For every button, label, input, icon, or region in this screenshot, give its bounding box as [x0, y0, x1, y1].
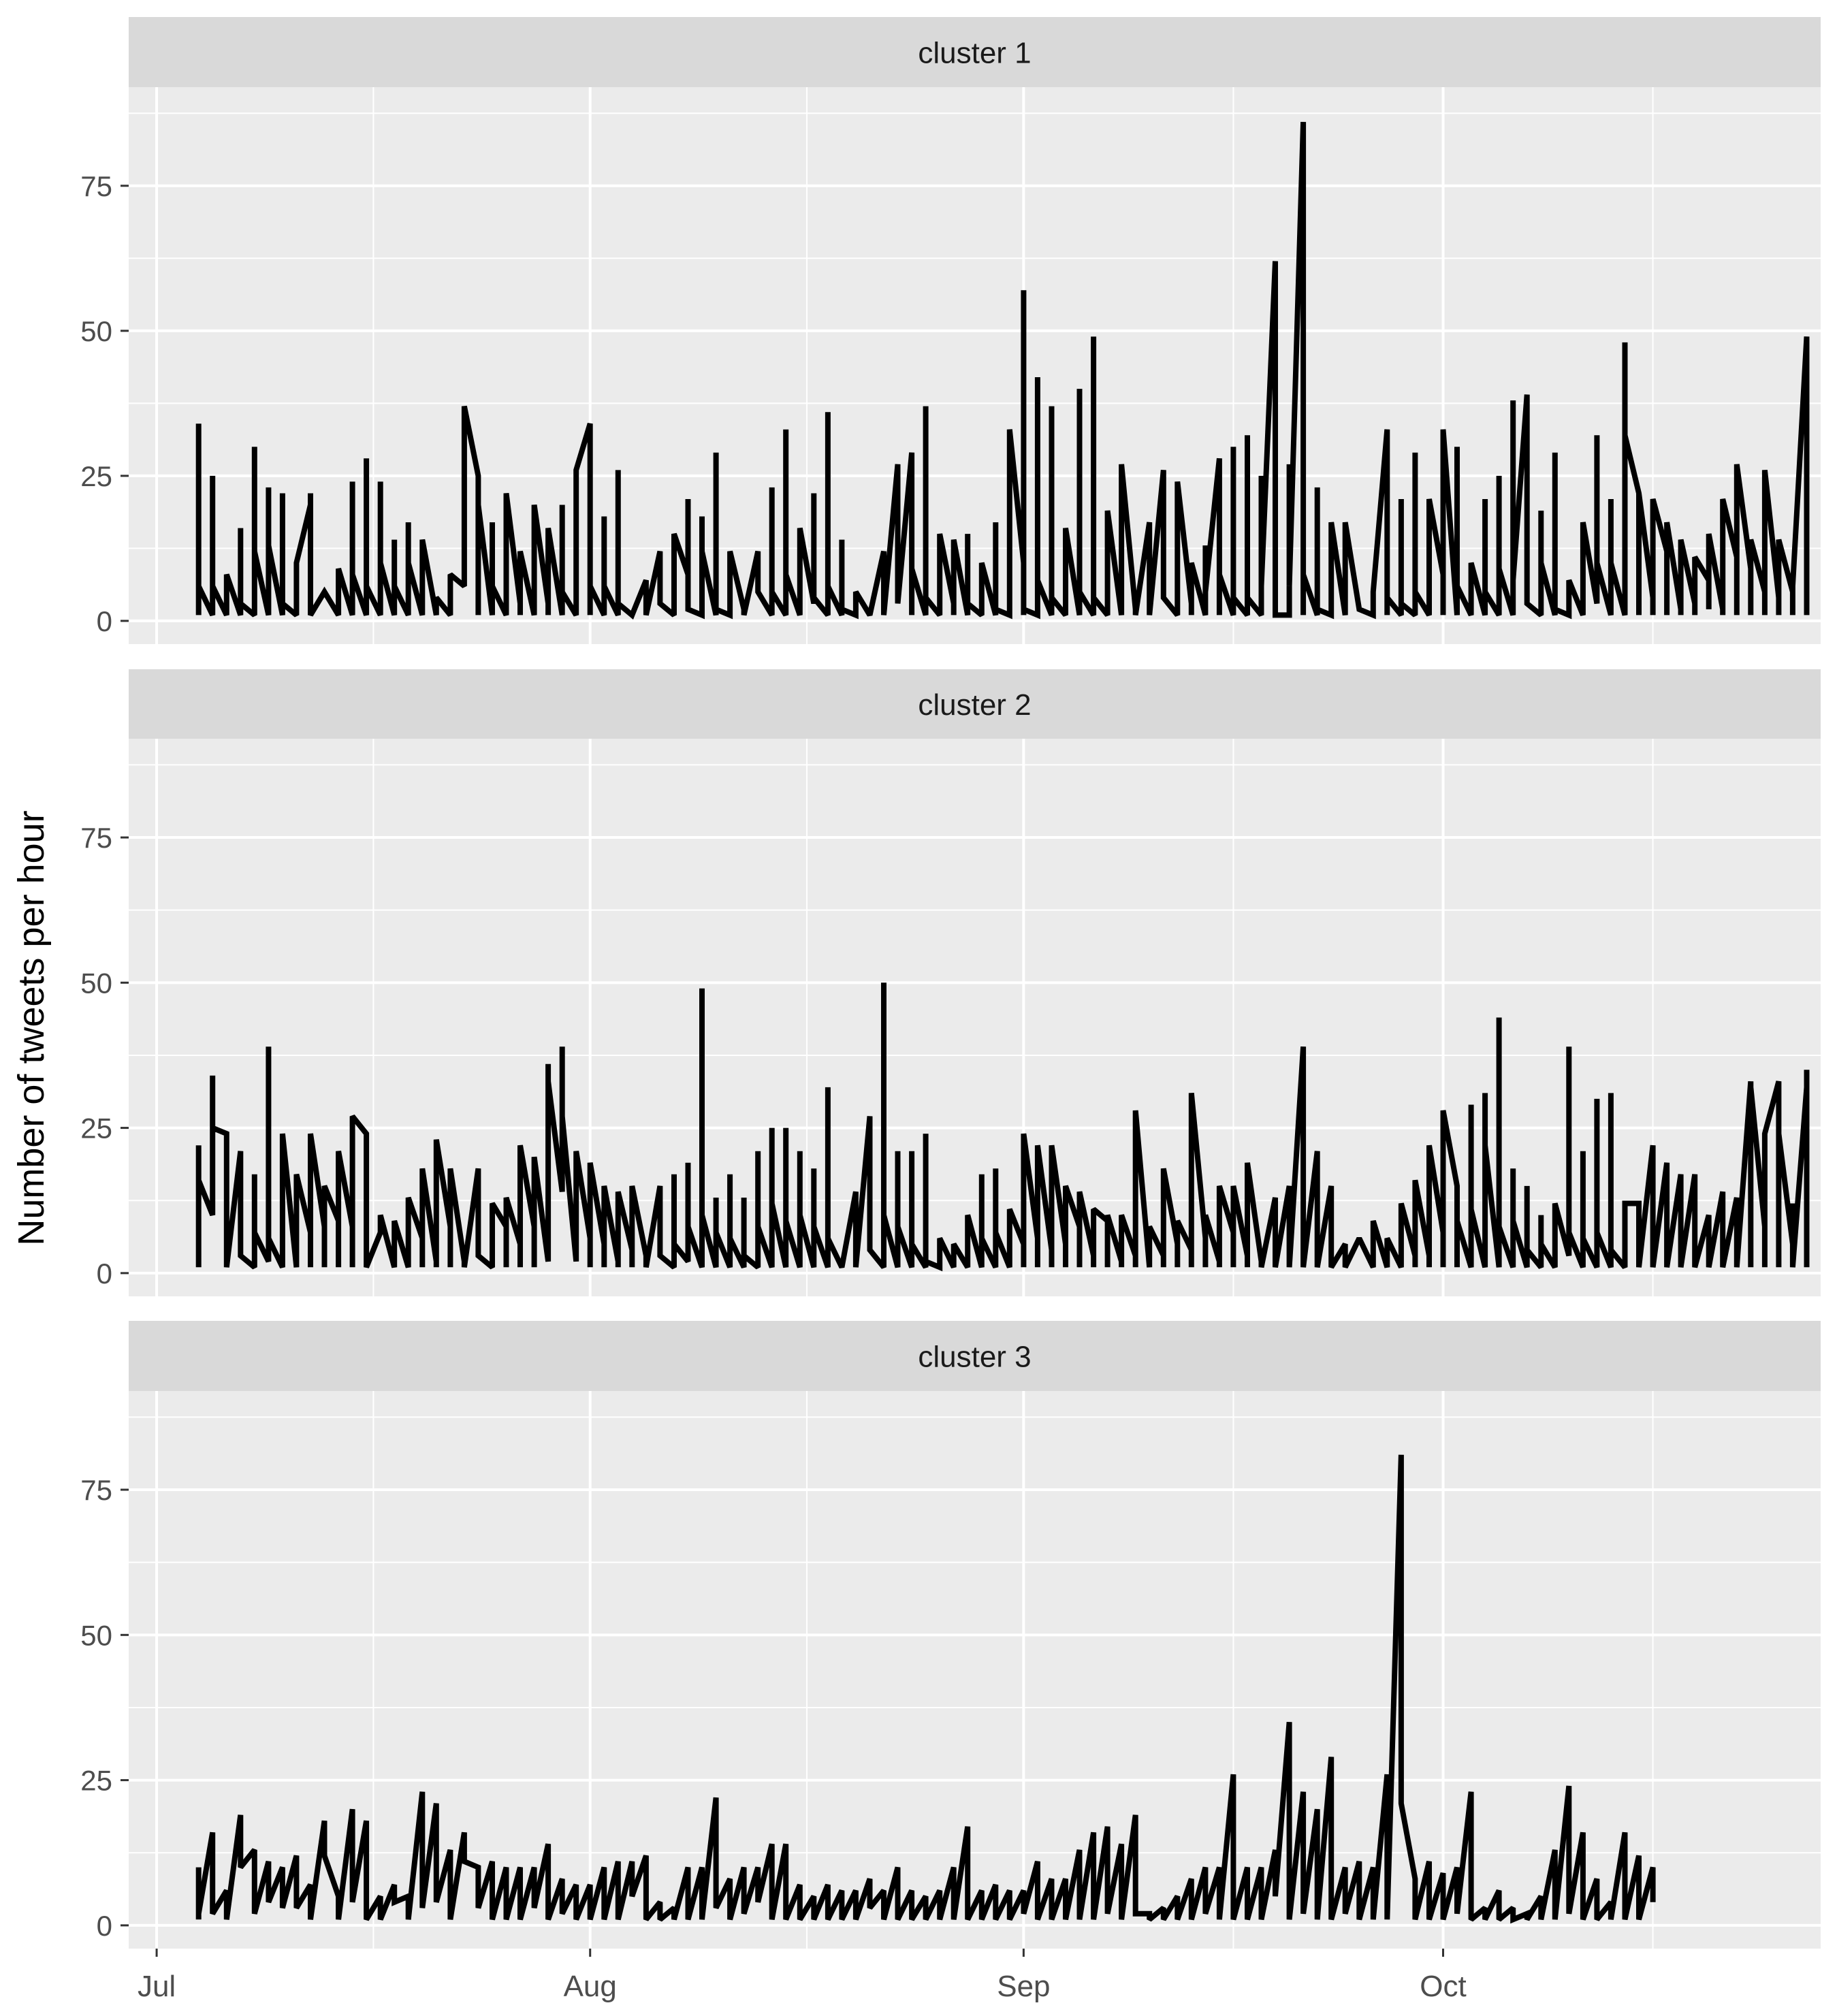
- panel-3: cluster 3 0 25 50 75: [80, 1321, 1821, 1949]
- x-tick-label: Aug: [564, 1970, 617, 2003]
- strip-background: [129, 1321, 1821, 1391]
- y-tick-label: 50: [80, 1619, 112, 1651]
- y-axis: 0 25 50 75: [80, 1474, 129, 1942]
- panel-1: cluster 1 0 25 50 75: [80, 17, 1821, 644]
- y-tick-label: 75: [80, 1474, 112, 1506]
- x-tick-label: Oct: [1420, 1970, 1466, 2003]
- series-line: [195, 1454, 1656, 1924]
- strip-label: cluster 3: [918, 1341, 1031, 1374]
- y-axis: 0 25 50 75: [80, 822, 129, 1290]
- strip-background: [129, 17, 1821, 87]
- strip-label: cluster 1: [918, 37, 1031, 70]
- y-tick-label: 0: [97, 605, 112, 637]
- y-axis-title: Number of tweets per hour: [11, 810, 52, 1245]
- gridlines: [129, 1391, 1821, 1949]
- y-tick-label: 25: [80, 460, 112, 492]
- y-tick-label: 50: [80, 967, 112, 999]
- strip-background: [129, 669, 1821, 739]
- x-axis: Jul Aug Sep Oct: [138, 1949, 1467, 2003]
- y-tick-label: 75: [80, 170, 112, 202]
- series-line: [195, 982, 1810, 1272]
- strip-label: cluster 2: [918, 688, 1031, 722]
- y-tick-label: 0: [97, 1910, 112, 1942]
- y-axis: 0 25 50 75: [80, 170, 129, 637]
- y-tick-label: 75: [80, 822, 112, 854]
- x-tick-label: Sep: [997, 1970, 1050, 2003]
- y-tick-label: 25: [80, 1765, 112, 1797]
- series-line: [195, 121, 1810, 620]
- x-tick-label: Jul: [138, 1970, 176, 2003]
- y-tick-label: 0: [97, 1258, 112, 1290]
- y-tick-label: 50: [80, 315, 112, 347]
- panel-2: cluster 2 0 25 50 75: [80, 669, 1821, 1296]
- panel-background: [129, 1391, 1821, 1949]
- y-tick-label: 25: [80, 1113, 112, 1145]
